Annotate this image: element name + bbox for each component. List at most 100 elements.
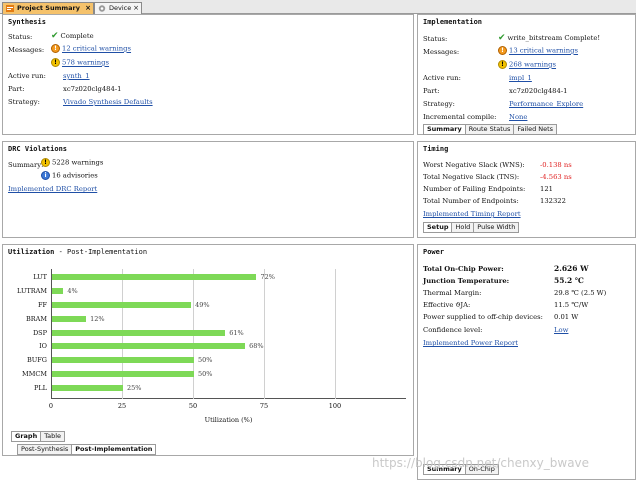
subtab-pulse-width[interactable]: Pulse Width (473, 222, 520, 233)
implementation-panel: Implementation Status: ✔ write_bitstream … (417, 14, 636, 135)
document-tab-bar: Project Summary × Device × (0, 0, 636, 14)
critical-warnings: ! 12 critical warnings (51, 44, 131, 53)
critical-warnings-link[interactable]: 12 critical warnings (62, 44, 132, 53)
critical-warning-icon: ! (51, 44, 60, 53)
subtab-summary[interactable]: Summary (423, 124, 466, 135)
status-value: ✔ write_bitstream Complete! (498, 33, 601, 43)
plot-area (51, 269, 406, 399)
bar-value-label: 12% (90, 314, 105, 323)
bar-value-label: 68% (249, 342, 264, 351)
warnings-link[interactable]: 578 warnings (62, 58, 110, 67)
panel-title: DRC Violations (8, 145, 68, 153)
bar (52, 315, 87, 322)
warnings: ! 268 warnings (498, 60, 556, 69)
active-run-label: Active run: (423, 74, 461, 82)
bar-value-label: 61% (229, 328, 244, 337)
bar (52, 329, 226, 336)
bar (52, 371, 194, 378)
timing-report-link[interactable]: Implemented Timing Report (423, 210, 521, 218)
implementation-subtabs: Summary Route Status Failed Nets (423, 124, 558, 135)
total-power-label: Total On-Chip Power: (423, 265, 504, 273)
bar (52, 343, 246, 350)
tns-label: Total Negative Slack (TNS): (423, 173, 520, 181)
tns-value: -4.563 ns (540, 173, 572, 181)
strategy-link[interactable]: Performance_Explore (509, 100, 584, 108)
y-category-label: LUTRAM (17, 287, 48, 296)
subtab-post-synthesis[interactable]: Post-Synthesis (17, 444, 73, 455)
power-subtabs: Summary On-Chip (423, 464, 499, 475)
warnings-link[interactable]: 268 warnings (509, 60, 557, 69)
timing-subtabs: Setup Hold Pulse Width (423, 222, 520, 233)
status-label: Status: (423, 35, 448, 43)
confidence-link[interactable]: Low (554, 326, 569, 334)
status-value: ✔ Complete (51, 31, 94, 41)
utilization-bar-chart: 0 25 50 75 100 Utilization (%) LUT 72% LUTRAM 4% F… (3, 245, 413, 435)
subtab-route-status[interactable]: Route Status (464, 124, 515, 135)
subtab-on-chip[interactable]: On-Chip (464, 464, 499, 475)
bar-value-label: 4% (67, 287, 78, 296)
tab-project-summary[interactable]: Project Summary × (2, 2, 94, 14)
close-icon[interactable]: × (85, 4, 91, 12)
total-endpoints-value: 132322 (540, 197, 566, 205)
messages-label: Messages: (423, 48, 460, 56)
subtab-graph[interactable]: Graph (11, 431, 42, 442)
x-tick-label: 0 (48, 402, 54, 410)
total-endpoints-label: Total Number of Endpoints: (423, 197, 519, 205)
subtab-hold[interactable]: Hold (451, 222, 475, 233)
utilization-panel: Utilization - Post-Implementation 0 25 50 7… (2, 244, 414, 456)
close-icon[interactable]: × (133, 4, 139, 12)
warning-icon: ! (41, 158, 50, 167)
subtab-post-implementation[interactable]: Post-Implementation (71, 444, 157, 455)
tab-device[interactable]: Device × (94, 2, 142, 14)
bar-value-label: 50% (198, 370, 213, 379)
subtab-failed-nets[interactable]: Failed Nets (513, 124, 558, 135)
y-category-label: LUT (33, 273, 47, 282)
incremental-link[interactable]: None (509, 113, 528, 121)
power-report-link[interactable]: Implemented Power Report (423, 339, 518, 347)
wns-value: -0.138 ns (540, 161, 572, 169)
watermark-text: https://blog.csdn.net/chenxy_bwave (372, 456, 590, 470)
bar (52, 274, 257, 281)
utilization-view-tabs: Graph Table (11, 431, 66, 442)
bar (52, 357, 194, 364)
critical-warning-icon: ! (498, 46, 507, 55)
info-icon: i (41, 171, 50, 180)
gridline (264, 269, 265, 399)
tab-label: Device (109, 4, 132, 12)
critical-warnings-link[interactable]: 13 critical warnings (509, 46, 579, 55)
x-tick-label: 25 (117, 402, 127, 410)
messages-label: Messages: (8, 46, 45, 54)
bar (52, 301, 192, 308)
offchip-power-value: 0.01 W (554, 313, 579, 321)
part-value: xc7z020clg484-1 (509, 87, 568, 95)
part-label: Part: (423, 87, 440, 95)
warning-icon: ! (498, 60, 507, 69)
incremental-label: Incremental compile: (423, 113, 497, 121)
junction-temp-label: Junction Temperature: (423, 277, 510, 285)
part-label: Part: (8, 85, 25, 93)
active-run-link[interactable]: synth_1 (63, 72, 90, 80)
y-category-label: DSP (32, 328, 47, 337)
device-icon (98, 5, 106, 12)
panel-title: Implementation (423, 18, 483, 26)
drc-warnings: ! 5228 warnings (41, 158, 103, 167)
wns-label: Worst Negative Slack (WNS): (423, 161, 525, 169)
x-axis-label: Utilization (%) (204, 416, 253, 424)
subtab-table[interactable]: Table (40, 431, 66, 442)
y-category-label: PLL (33, 383, 47, 392)
bar (52, 288, 64, 295)
subtab-setup[interactable]: Setup (423, 222, 453, 233)
active-run-label: Active run: (8, 72, 46, 80)
warning-icon: ! (51, 58, 60, 67)
junction-temp-value: 55.2 ℃ (554, 276, 584, 285)
summary-icon (6, 5, 14, 12)
bar (52, 384, 123, 391)
part-value: xc7z020clg484-1 (63, 85, 122, 93)
panel-title: Power (423, 248, 445, 256)
panel-title: Timing (423, 145, 449, 153)
tab-label: Project Summary (17, 4, 80, 12)
strategy-link[interactable]: Vivado Synthesis Defaults (63, 98, 153, 106)
drc-report-link[interactable]: Implemented DRC Report (8, 185, 98, 193)
status-label: Status: (8, 33, 33, 41)
active-run-link[interactable]: impl_1 (509, 74, 532, 82)
